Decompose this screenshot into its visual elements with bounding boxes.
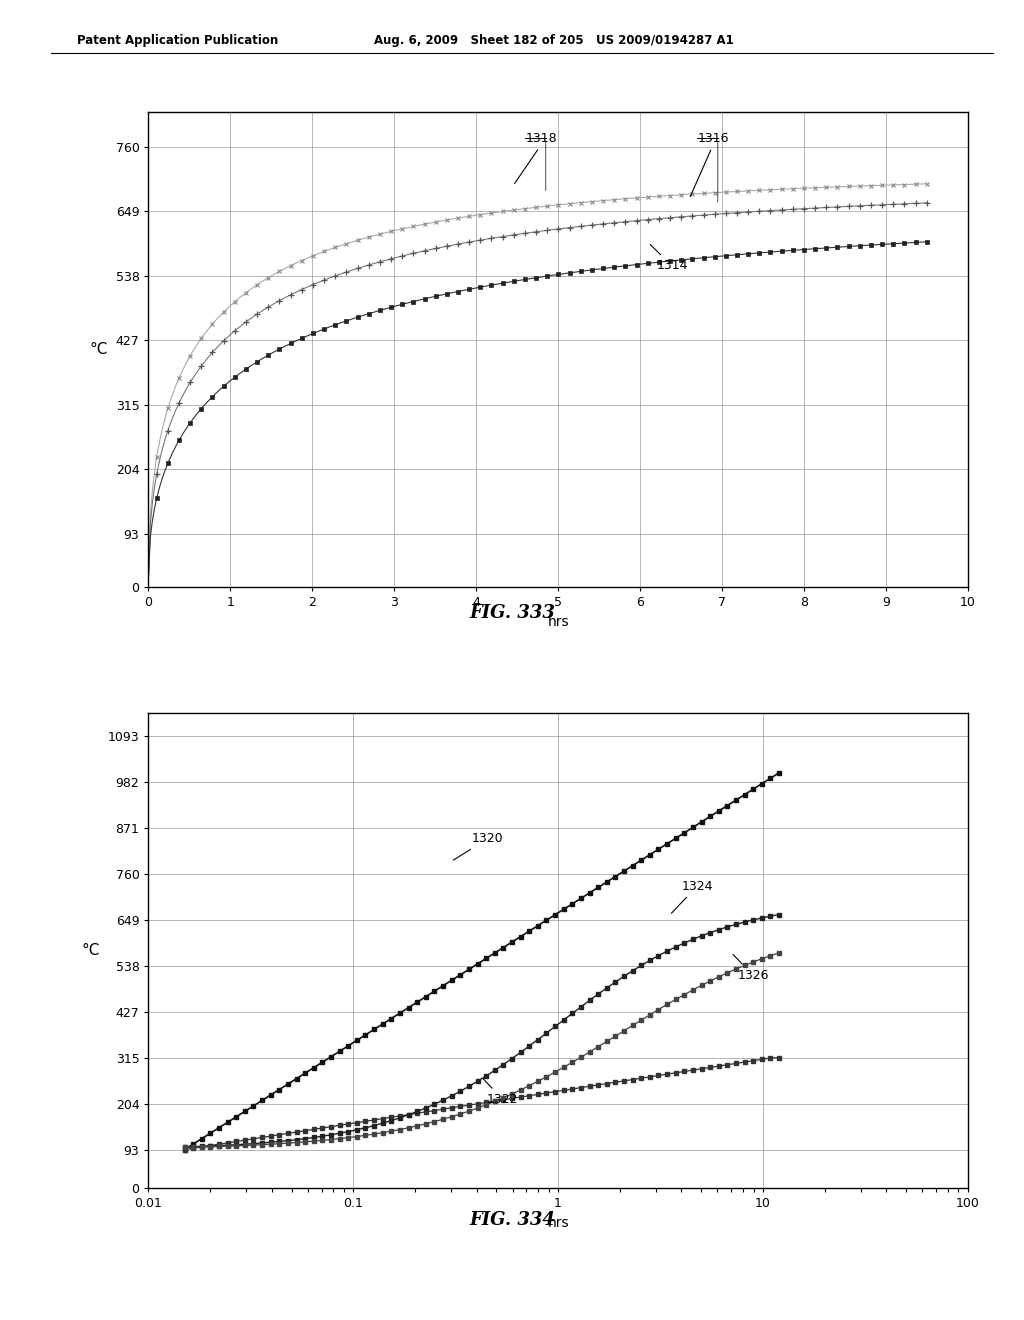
Text: 1316: 1316	[690, 132, 729, 197]
Text: FIG. 334: FIG. 334	[469, 1210, 555, 1229]
X-axis label: hrs: hrs	[547, 615, 569, 630]
Text: 1320: 1320	[454, 832, 504, 861]
Text: 1324: 1324	[672, 879, 713, 913]
Text: 1314: 1314	[650, 244, 688, 272]
Text: FIG. 333: FIG. 333	[469, 603, 555, 622]
Text: 1322: 1322	[483, 1078, 518, 1106]
Y-axis label: °C: °C	[82, 942, 100, 958]
Text: 1326: 1326	[733, 954, 769, 982]
Text: 1318: 1318	[515, 132, 557, 183]
Text: Patent Application Publication: Patent Application Publication	[77, 34, 279, 48]
X-axis label: hrs: hrs	[547, 1216, 569, 1230]
Y-axis label: °C: °C	[90, 342, 109, 358]
Text: Aug. 6, 2009   Sheet 182 of 205   US 2009/0194287 A1: Aug. 6, 2009 Sheet 182 of 205 US 2009/01…	[374, 34, 733, 48]
